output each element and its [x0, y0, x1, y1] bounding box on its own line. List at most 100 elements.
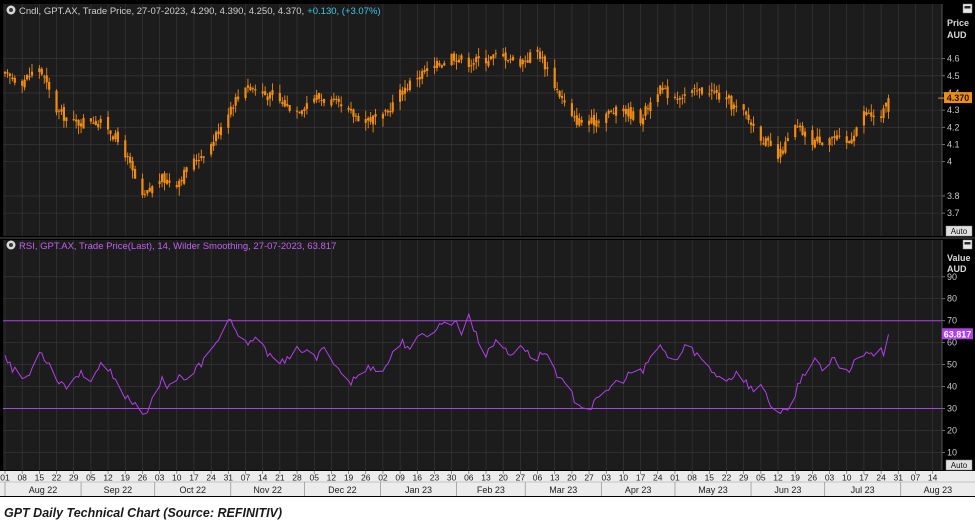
candle-body — [212, 141, 215, 147]
x-axis: 01 08 15 22 29 05 12 19 26 03 10 17 24 31 07 14 21 28 05 12… — [0, 471, 975, 496]
x-day-label: 28 — [292, 473, 302, 483]
x-day-label: 26 — [138, 473, 148, 483]
candle-body — [227, 114, 230, 128]
candle-body — [278, 92, 281, 102]
candle-body — [143, 193, 146, 195]
x-day-label: 29 — [69, 473, 79, 483]
candle-body — [97, 123, 100, 128]
candle-body — [813, 139, 816, 148]
price-y-tick-label: 4.3 — [947, 105, 960, 115]
candle-body — [578, 118, 581, 126]
candle-body — [556, 88, 559, 90]
candle-body — [710, 89, 713, 92]
rsi-auto-button[interactable]: Auto — [945, 459, 973, 471]
candle-body — [298, 111, 301, 113]
candle-body — [880, 116, 883, 118]
rsi-auto-label: Auto — [951, 461, 968, 470]
price-auto-button[interactable]: Auto — [945, 225, 973, 237]
candle-body — [511, 56, 515, 61]
candle-body — [656, 94, 659, 102]
candle-body — [865, 112, 868, 116]
candle-body — [695, 90, 699, 92]
candle-body — [833, 136, 836, 138]
candle-body — [374, 114, 377, 117]
candle-body — [639, 109, 642, 124]
candle-body — [575, 115, 578, 125]
candle-body — [607, 110, 610, 114]
candle-body — [624, 108, 627, 115]
candle-body — [796, 126, 799, 128]
candle-body — [779, 148, 782, 158]
x-day-label: 12 — [327, 473, 337, 483]
x-day-label: 20 — [498, 473, 508, 483]
candle-body — [271, 90, 274, 95]
candle-body — [349, 108, 353, 111]
candle-body — [322, 99, 326, 103]
candle-body — [676, 98, 679, 100]
candle-body — [506, 60, 510, 62]
x-day-label: 27 — [584, 473, 594, 483]
x-day-label: 23 — [430, 473, 440, 483]
x-month-label: Mar 23 — [549, 485, 577, 495]
candle-body — [470, 65, 473, 67]
price-y-tick-label: 4.6 — [947, 54, 960, 64]
x-month-label: Oct 22 — [179, 485, 206, 495]
x-month-label: Aug 23 — [924, 485, 953, 495]
candle-body — [673, 96, 677, 99]
candle-body — [487, 61, 490, 66]
x-month-label: May 23 — [698, 485, 728, 495]
candle-body — [340, 104, 343, 107]
rsi-y-tick-label: 80 — [947, 294, 957, 304]
price-legend-text: Cndl, GPT.AX, Trade Price, 27-07-2023, 4… — [19, 6, 304, 17]
candle-body — [450, 53, 453, 66]
candle-body — [786, 138, 789, 141]
candle-body — [214, 132, 218, 142]
candle-body — [489, 56, 493, 60]
price-auto-label: Auto — [951, 227, 968, 236]
candle-body — [727, 95, 731, 99]
candle-body — [467, 57, 470, 68]
candle-body — [146, 190, 149, 194]
candle-body — [472, 63, 475, 65]
candle-body — [433, 65, 436, 68]
x-month-label: Nov 22 — [253, 485, 282, 495]
x-day-label: 24 — [876, 473, 886, 483]
candle-body — [612, 112, 615, 114]
rsi-reference-lines — [3, 320, 942, 410]
rsi-line — [4, 312, 889, 415]
candle-body — [391, 102, 394, 112]
candle-body — [109, 130, 112, 134]
candle-body — [372, 115, 375, 125]
candle-body — [234, 96, 237, 106]
candle-body — [681, 97, 684, 99]
candle-body — [266, 96, 269, 101]
candle-body — [21, 80, 24, 86]
candle-body — [357, 116, 360, 122]
candle-body — [261, 91, 264, 94]
x-day-label: 14 — [928, 473, 938, 483]
candle-body — [477, 56, 480, 59]
candle-body — [494, 53, 497, 55]
x-day-label: 17 — [636, 473, 646, 483]
candle-body — [614, 106, 618, 116]
x-day-label: 26 — [361, 473, 371, 483]
panel-menu-icon[interactable] — [962, 239, 973, 250]
price-plot-area[interactable] — [3, 4, 942, 236]
candle-body — [725, 97, 728, 100]
rsi-y-tick-label: 40 — [947, 382, 957, 392]
rsi-plot-area[interactable] — [3, 240, 942, 470]
candle-body — [484, 57, 488, 64]
candle-body — [163, 173, 166, 184]
candle-body — [158, 181, 161, 184]
candle-body — [192, 158, 196, 170]
candle-body — [519, 58, 522, 67]
candle-body — [521, 59, 524, 65]
candle-body — [718, 92, 721, 100]
candle-body — [745, 111, 748, 115]
x-day-label: 02 — [378, 473, 388, 483]
candle-body — [82, 117, 85, 129]
candle-body — [384, 110, 387, 112]
candle-body — [219, 127, 223, 136]
candle-body — [13, 77, 16, 83]
panel-menu-icon[interactable] — [962, 3, 973, 14]
